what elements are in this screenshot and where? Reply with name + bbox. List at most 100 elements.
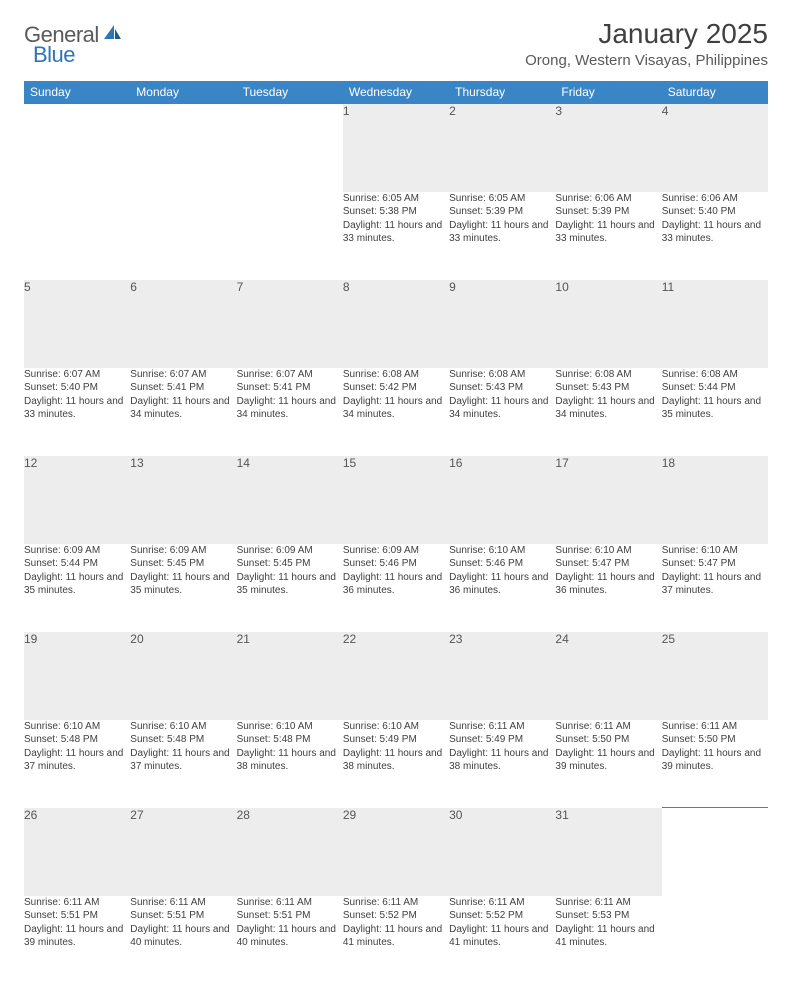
sunset-line: Sunset: 5:39 PM [555, 205, 661, 219]
day-number-cell: 12 [24, 456, 130, 544]
day-number-cell: 28 [237, 808, 343, 896]
daylight-line: Daylight: 11 hours and 37 minutes. [24, 747, 130, 774]
daylight-line: Daylight: 11 hours and 39 minutes. [24, 923, 130, 950]
sunrise-line: Sunrise: 6:11 AM [662, 720, 768, 734]
day-content-cell: Sunrise: 6:09 AMSunset: 5:44 PMDaylight:… [24, 544, 130, 632]
day-content-cell: Sunrise: 6:08 AMSunset: 5:42 PMDaylight:… [343, 368, 449, 456]
day-number-cell [130, 104, 236, 192]
logo-sail-icon [103, 24, 123, 47]
sunset-line: Sunset: 5:49 PM [343, 733, 449, 747]
title-block: January 2025 Orong, Western Visayas, Phi… [525, 18, 768, 69]
day-number-cell: 3 [555, 104, 661, 192]
day-number-cell: 10 [555, 280, 661, 368]
daylight-line: Daylight: 11 hours and 33 minutes. [24, 395, 130, 422]
sunset-line: Sunset: 5:49 PM [449, 733, 555, 747]
day-number-cell: 11 [662, 280, 768, 368]
daylight-line: Daylight: 11 hours and 36 minutes. [343, 571, 449, 598]
sunset-line: Sunset: 5:42 PM [343, 381, 449, 395]
day-content-cell: Sunrise: 6:10 AMSunset: 5:48 PMDaylight:… [237, 720, 343, 808]
calendar-table: SundayMondayTuesdayWednesdayThursdayFrid… [24, 81, 768, 984]
weekday-header: Sunday [24, 81, 130, 104]
weekday-header: Thursday [449, 81, 555, 104]
day-content-cell: Sunrise: 6:10 AMSunset: 5:49 PMDaylight:… [343, 720, 449, 808]
sunrise-line: Sunrise: 6:11 AM [555, 720, 661, 734]
daylight-line: Daylight: 11 hours and 34 minutes. [343, 395, 449, 422]
sunset-line: Sunset: 5:51 PM [24, 909, 130, 923]
day-number-cell: 9 [449, 280, 555, 368]
weekday-header: Wednesday [343, 81, 449, 104]
logo-blue-wrap: Blue [33, 42, 75, 68]
daylight-line: Daylight: 11 hours and 35 minutes. [237, 571, 343, 598]
sunset-line: Sunset: 5:46 PM [343, 557, 449, 571]
day-content-cell: Sunrise: 6:11 AMSunset: 5:50 PMDaylight:… [555, 720, 661, 808]
daylight-line: Daylight: 11 hours and 38 minutes. [449, 747, 555, 774]
day-number-cell: 15 [343, 456, 449, 544]
daylight-line: Daylight: 11 hours and 37 minutes. [130, 747, 236, 774]
daylight-line: Daylight: 11 hours and 34 minutes. [130, 395, 236, 422]
weekday-header: Saturday [662, 81, 768, 104]
day-content-row: Sunrise: 6:05 AMSunset: 5:38 PMDaylight:… [24, 192, 768, 280]
day-content-cell: Sunrise: 6:10 AMSunset: 5:47 PMDaylight:… [555, 544, 661, 632]
day-number-cell: 8 [343, 280, 449, 368]
sunset-line: Sunset: 5:43 PM [555, 381, 661, 395]
sunrise-line: Sunrise: 6:09 AM [130, 544, 236, 558]
day-number-cell: 19 [24, 632, 130, 720]
day-number-cell: 21 [237, 632, 343, 720]
sunrise-line: Sunrise: 6:10 AM [449, 544, 555, 558]
daylight-line: Daylight: 11 hours and 33 minutes. [662, 219, 768, 246]
day-content-cell: Sunrise: 6:11 AMSunset: 5:51 PMDaylight:… [130, 896, 236, 984]
sunrise-line: Sunrise: 6:11 AM [449, 896, 555, 910]
day-number-cell: 6 [130, 280, 236, 368]
day-number-cell [662, 808, 768, 896]
sunset-line: Sunset: 5:52 PM [449, 909, 555, 923]
day-content-cell: Sunrise: 6:11 AMSunset: 5:52 PMDaylight:… [343, 896, 449, 984]
daylight-line: Daylight: 11 hours and 41 minutes. [555, 923, 661, 950]
day-content-cell: Sunrise: 6:09 AMSunset: 5:45 PMDaylight:… [130, 544, 236, 632]
sunrise-line: Sunrise: 6:09 AM [343, 544, 449, 558]
daylight-line: Daylight: 11 hours and 39 minutes. [555, 747, 661, 774]
day-content-cell: Sunrise: 6:11 AMSunset: 5:49 PMDaylight:… [449, 720, 555, 808]
daylight-line: Daylight: 11 hours and 33 minutes. [555, 219, 661, 246]
day-content-cell [237, 192, 343, 280]
day-content-cell: Sunrise: 6:07 AMSunset: 5:40 PMDaylight:… [24, 368, 130, 456]
logo-text-blue: Blue [33, 42, 75, 67]
day-number-row: 262728293031 [24, 808, 768, 896]
day-number-cell: 1 [343, 104, 449, 192]
sunrise-line: Sunrise: 6:08 AM [449, 368, 555, 382]
day-content-row: Sunrise: 6:09 AMSunset: 5:44 PMDaylight:… [24, 544, 768, 632]
sunrise-line: Sunrise: 6:10 AM [24, 720, 130, 734]
sunset-line: Sunset: 5:43 PM [449, 381, 555, 395]
daylight-line: Daylight: 11 hours and 35 minutes. [24, 571, 130, 598]
day-content-cell: Sunrise: 6:10 AMSunset: 5:48 PMDaylight:… [24, 720, 130, 808]
daylight-line: Daylight: 11 hours and 41 minutes. [449, 923, 555, 950]
day-content-cell: Sunrise: 6:05 AMSunset: 5:39 PMDaylight:… [449, 192, 555, 280]
day-number-cell: 17 [555, 456, 661, 544]
day-content-cell: Sunrise: 6:11 AMSunset: 5:52 PMDaylight:… [449, 896, 555, 984]
day-number-cell [24, 104, 130, 192]
sunrise-line: Sunrise: 6:11 AM [449, 720, 555, 734]
day-number-cell: 22 [343, 632, 449, 720]
day-content-cell: Sunrise: 6:07 AMSunset: 5:41 PMDaylight:… [237, 368, 343, 456]
sunrise-line: Sunrise: 6:10 AM [130, 720, 236, 734]
day-number-cell: 31 [555, 808, 661, 896]
daylight-line: Daylight: 11 hours and 34 minutes. [237, 395, 343, 422]
sunset-line: Sunset: 5:38 PM [343, 205, 449, 219]
sunrise-line: Sunrise: 6:06 AM [555, 192, 661, 206]
daylight-line: Daylight: 11 hours and 34 minutes. [449, 395, 555, 422]
day-number-cell: 4 [662, 104, 768, 192]
sunset-line: Sunset: 5:53 PM [555, 909, 661, 923]
day-number-row: 12131415161718 [24, 456, 768, 544]
daylight-line: Daylight: 11 hours and 38 minutes. [237, 747, 343, 774]
sunset-line: Sunset: 5:41 PM [130, 381, 236, 395]
day-content-cell: Sunrise: 6:08 AMSunset: 5:43 PMDaylight:… [555, 368, 661, 456]
day-content-cell: Sunrise: 6:08 AMSunset: 5:44 PMDaylight:… [662, 368, 768, 456]
sunset-line: Sunset: 5:50 PM [662, 733, 768, 747]
sunrise-line: Sunrise: 6:07 AM [24, 368, 130, 382]
month-title: January 2025 [525, 18, 768, 50]
sunrise-line: Sunrise: 6:08 AM [343, 368, 449, 382]
day-number-cell: 30 [449, 808, 555, 896]
day-content-cell [662, 896, 768, 984]
sunset-line: Sunset: 5:48 PM [24, 733, 130, 747]
day-content-cell [24, 192, 130, 280]
day-content-cell: Sunrise: 6:11 AMSunset: 5:51 PMDaylight:… [24, 896, 130, 984]
